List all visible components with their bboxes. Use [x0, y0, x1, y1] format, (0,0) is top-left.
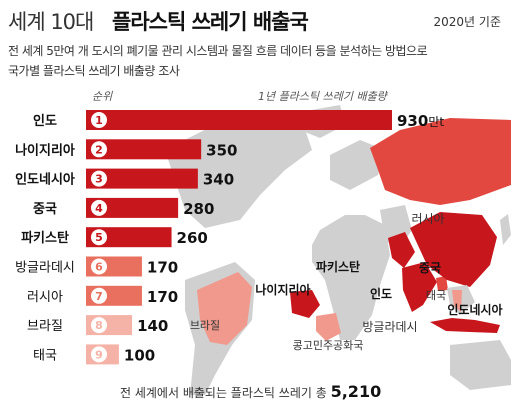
- category-label-7: 러시아: [27, 290, 63, 305]
- value-label-4: 280: [183, 200, 214, 218]
- map-label-8: 방글라데시: [362, 320, 417, 334]
- rank-number-4: 4: [95, 202, 103, 215]
- rank-number-1: 1: [95, 114, 103, 127]
- bar-chart: 인도 1 930만t 나이지리아 2 350 인도네시아 3 340 중국 4 280 파키스탄 5 260…: [15, 110, 444, 365]
- rank-number-6: 6: [95, 261, 103, 274]
- value-label-5: 260: [177, 229, 208, 247]
- value-label-7: 170: [147, 288, 178, 306]
- map-thailand: [452, 290, 462, 312]
- category-label-2: 나이지리아: [15, 142, 75, 158]
- subtitle-line-2: 국가별 플라스틱 쓰레기 배출량 조사: [8, 64, 180, 78]
- map-label-6: 인도네시아: [447, 302, 502, 317]
- rank-number-8: 8: [95, 319, 103, 332]
- value-axis-title: 1년 플라스틱 쓰레기 배출량: [258, 90, 387, 103]
- bar-4: [86, 197, 179, 218]
- rank-number-5: 5: [95, 231, 103, 244]
- category-label-6: 방글라데시: [15, 261, 75, 276]
- map-label-3: 나이지리아: [255, 282, 310, 297]
- map-nigeria: [290, 290, 320, 318]
- map-europe: [330, 140, 385, 190]
- rank-badge-3: [91, 170, 107, 187]
- title-prefix: 세계 10대: [8, 10, 94, 34]
- value-label-6: 170: [147, 259, 178, 277]
- rank-badge-7: [91, 287, 107, 304]
- rank-badge-8: [91, 317, 107, 334]
- rank-column-header: 순위: [92, 90, 113, 103]
- map-pakistan: [388, 232, 415, 268]
- value-label-3: 340: [203, 171, 234, 189]
- category-label-1: 인도: [33, 113, 57, 129]
- value-label-1: 930만t: [397, 112, 444, 130]
- bar-5: [86, 227, 172, 248]
- map-indonesia: [430, 318, 500, 333]
- rank-number-2: 2: [95, 143, 103, 156]
- subtitle-line-1: 전 세계 5만여 개 도시의 폐기물 관리 시스템과 물질 흐름 데이터 등을 …: [8, 44, 428, 58]
- map-label-2: 중국: [419, 261, 441, 275]
- year-note: 2020년 기준: [433, 15, 501, 29]
- map-label-5: 태국: [426, 289, 446, 302]
- category-label-8: 브라질: [27, 319, 63, 334]
- map-bangladesh: [436, 276, 448, 291]
- rank-badge-9: [91, 346, 107, 363]
- map-label-7: 브라질: [190, 319, 220, 332]
- bar-3: [86, 168, 198, 189]
- value-label-2: 350: [206, 141, 237, 159]
- category-label-3: 인도네시아: [15, 172, 75, 188]
- map-australia: [450, 340, 511, 390]
- total-footer-note: 전 세계에서 배출되는 플라스틱 쓰레기 총 5,210: [120, 382, 381, 401]
- map-congo: [316, 313, 341, 341]
- page-title: 플라스틱 쓰레기 배출국: [112, 10, 309, 34]
- rank-number-7: 7: [95, 290, 103, 303]
- value-label-9: 100: [124, 346, 155, 364]
- category-label-5: 파키스탄: [21, 230, 69, 246]
- bar-2: [86, 139, 202, 160]
- rank-badge-6: [91, 258, 107, 275]
- map-brazil: [197, 272, 252, 345]
- total-footer-prefix: 전 세계에서 배출되는 플라스틱 쓰레기 총: [120, 386, 327, 400]
- map-japan: [500, 214, 511, 245]
- map-india: [402, 262, 437, 312]
- rank-badge-4: [91, 199, 107, 216]
- total-footer-value: 5,210: [330, 382, 382, 401]
- map-label-1: 파키스탄: [316, 259, 360, 274]
- rank-number-9: 9: [95, 348, 103, 361]
- rank-number-3: 3: [95, 173, 103, 186]
- rank-badge-1: [91, 112, 107, 128]
- map-north-america: [165, 112, 312, 228]
- map-label-4: 인도: [370, 286, 392, 301]
- bar-1: [86, 110, 392, 130]
- unit-label: 만t: [428, 115, 444, 129]
- map-label-9: 콩고민주공화국: [293, 339, 364, 352]
- rank-badge-5: [91, 229, 107, 246]
- category-label-9: 태국: [33, 348, 57, 363]
- map-label-0: 러시아: [411, 212, 444, 226]
- map-africa: [312, 215, 390, 340]
- map-russia: [370, 118, 511, 205]
- category-label-4: 중국: [33, 202, 57, 217]
- rank-badge-2: [91, 141, 107, 158]
- world-map: [165, 105, 511, 395]
- value-label-8: 140: [137, 317, 168, 335]
- map-china: [410, 212, 497, 287]
